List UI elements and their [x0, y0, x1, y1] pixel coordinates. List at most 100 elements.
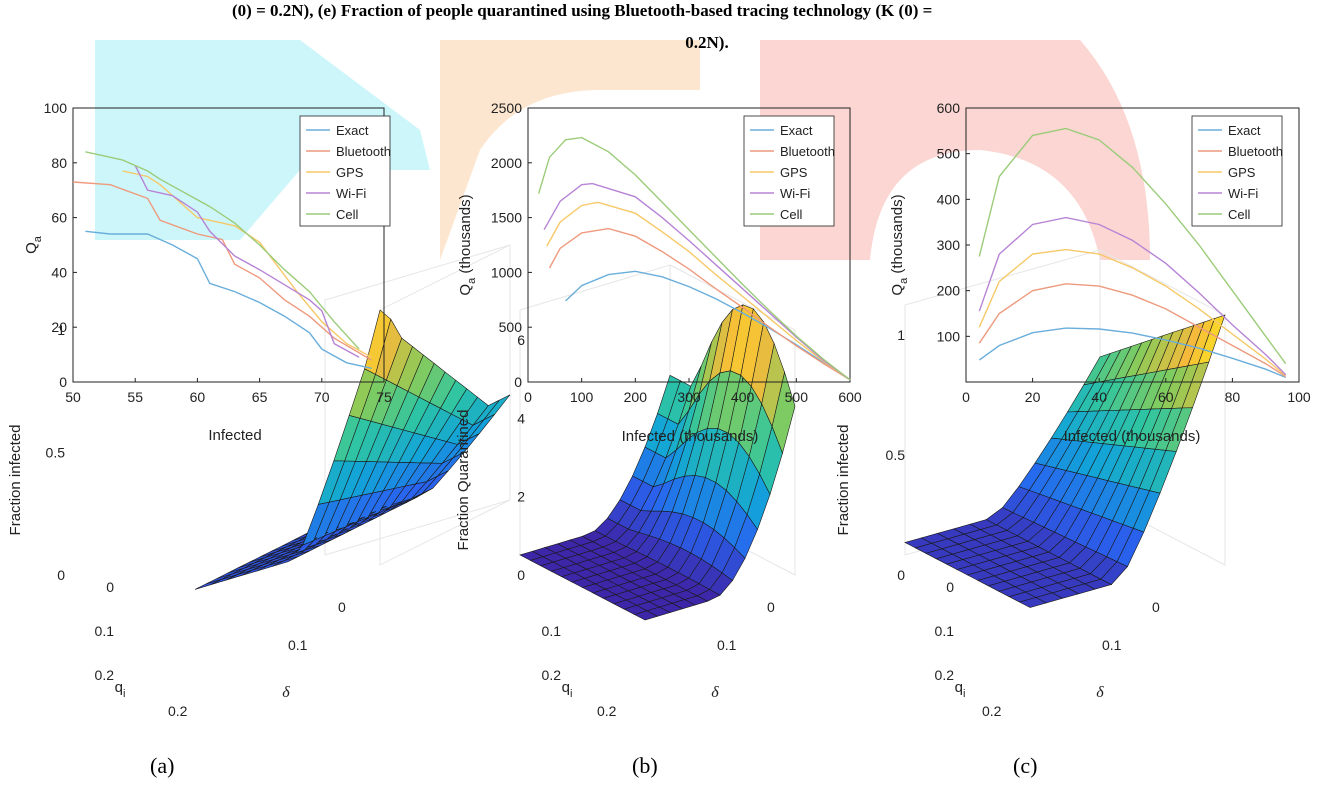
- legend-label: Cell: [336, 207, 359, 222]
- y-axis-suffix: (thousands): [457, 194, 474, 277]
- series-line-gps: [978, 248, 1287, 377]
- surface-z-label: Fraction Quarantined: [455, 410, 472, 551]
- y-tick-label: 100: [937, 328, 961, 344]
- caption-line-2: 0.2N).: [685, 33, 728, 52]
- line-plot-a: 50 55 60 65 70 75 0 20 40 60 80 100 Infected Qa Exact B…: [23, 100, 392, 444]
- surface-delta-tick: 0.1: [717, 637, 737, 653]
- surface-qi-tick: 0.2: [95, 667, 115, 683]
- series-line-gps: [546, 201, 851, 381]
- y-tick-label: 2000: [491, 155, 522, 171]
- series-line-cell: [538, 136, 851, 381]
- series-line-cell: [978, 127, 1287, 365]
- y-tick-label: 1500: [491, 210, 522, 226]
- surface-delta-tick: 0: [338, 599, 346, 615]
- x-tick-label: 500: [785, 389, 809, 405]
- watermark-logo: [95, 40, 1150, 260]
- legend: Exact Bluetooth GPS Wi-Fi Cell: [1191, 115, 1283, 227]
- surface-qi-tick: 0.1: [542, 623, 562, 639]
- series-line-wifi: [134, 165, 360, 358]
- y-tick-label: 0: [514, 374, 522, 390]
- legend-label: Wi-Fi: [336, 186, 366, 201]
- x-tick-label: 400: [731, 389, 755, 405]
- panel-label-c: (c): [1013, 753, 1037, 778]
- watermark-orange-shape: [440, 40, 700, 260]
- series-line-bluetooth: [72, 181, 372, 361]
- y-tick-label: 100: [44, 100, 68, 116]
- legend-label: GPS: [336, 165, 364, 180]
- x-axis-label: Infected: [208, 427, 261, 444]
- surface-qi-subscript: i: [963, 688, 965, 700]
- x-tick-label: 200: [624, 389, 648, 405]
- y-axis-label: Qa (thousands): [889, 194, 910, 295]
- y-tick-label: 80: [51, 155, 67, 171]
- y-axis-label: Qa (thousands): [457, 194, 478, 295]
- surface-z-tick: 0.5: [46, 445, 66, 461]
- y-tick-label: 0: [59, 374, 67, 390]
- surface-side-wall: [324, 244, 511, 556]
- x-tick-label: 300: [677, 389, 701, 405]
- surface-z-tick: 0: [517, 567, 525, 583]
- surface-z-tick: 0: [57, 567, 65, 583]
- surface-qi-label: qi: [955, 679, 966, 700]
- surface-delta-tick: 0.1: [288, 637, 308, 653]
- surface-patch: [633, 610, 659, 621]
- surface-delta-label: δ: [1096, 684, 1104, 701]
- y-tick-label: 300: [937, 237, 961, 253]
- legend-label: Exact: [1228, 123, 1261, 138]
- plot-frame: [72, 107, 385, 383]
- series-line-cell: [85, 151, 360, 350]
- legend-label: Bluetooth: [780, 144, 835, 159]
- surface-mesh: [194, 309, 511, 590]
- y-tick-label: 600: [937, 100, 961, 116]
- surface-z-tick: 4: [517, 410, 525, 426]
- x-tick-label: 600: [838, 389, 862, 405]
- x-tick-label: 0: [524, 389, 532, 405]
- series-line-wifi: [978, 216, 1287, 376]
- surface-delta-tick: 0.2: [597, 703, 617, 719]
- surface-delta-tick: 0: [767, 599, 775, 615]
- y-tick-label: 40: [51, 264, 67, 280]
- legend-label: Exact: [336, 123, 369, 138]
- surface-mesh: [519, 304, 796, 621]
- surface-qi-tick: 0.1: [935, 623, 955, 639]
- y-tick-label: 500: [499, 319, 523, 335]
- surface-z-tick: 2: [517, 489, 525, 505]
- surface-z-tick: 0.5: [886, 447, 906, 463]
- y-axis-subscript: a: [898, 277, 910, 284]
- surface-qi-subscript: i: [123, 688, 125, 700]
- y-tick-label: 400: [937, 191, 961, 207]
- y-tick-label: 200: [937, 283, 961, 299]
- series-line-bluetooth: [548, 227, 851, 381]
- surface-z-tick: 6: [517, 332, 525, 348]
- panel-label-a: (a): [150, 753, 174, 778]
- y-tick-label: 20: [51, 319, 67, 335]
- surface-qi-label: qi: [562, 679, 573, 700]
- y-axis-label: Qa: [23, 235, 44, 254]
- legend-label: GPS: [1228, 165, 1256, 180]
- watermark-red-shape: [760, 40, 1150, 260]
- surface-qi-label: qi: [115, 679, 126, 700]
- series-line-exact: [978, 327, 1286, 379]
- line-plot-b: 0 100 200 300 400 500 600 0 500 1000 1500 2000 2500 I…: [457, 100, 862, 445]
- series-line-gps: [122, 170, 372, 358]
- surface-z-label: Fraction infected: [7, 425, 24, 536]
- surface-delta-label: δ: [711, 684, 719, 701]
- y-axis-subscript: a: [32, 235, 44, 242]
- legend-label: Cell: [780, 207, 803, 222]
- legend-label: Bluetooth: [1228, 144, 1283, 159]
- surface-delta-tick: 0.2: [168, 703, 188, 719]
- series-line-exact: [85, 230, 372, 369]
- y-axis-subscript: a: [466, 277, 478, 284]
- x-tick-label: 100: [1287, 389, 1311, 405]
- surface-z-label: Fraction infected: [835, 425, 852, 536]
- legend-label: Wi-Fi: [780, 186, 810, 201]
- surface-patch: [1018, 597, 1048, 608]
- y-tick-label: 500: [937, 146, 961, 162]
- x-tick-label: 60: [1158, 389, 1174, 405]
- x-axis-label: Infected (thousands): [1064, 428, 1201, 445]
